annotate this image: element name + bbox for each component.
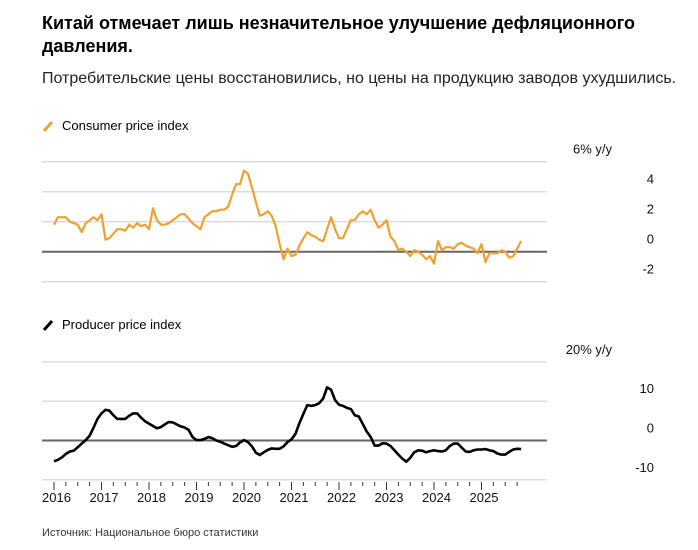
slash-icon [42,120,54,132]
x-tick-label: 2022 [327,490,356,505]
x-tick-label: 2024 [422,490,451,505]
source-note: Источник: Национальное бюро статистики [42,527,259,539]
x-tick-label: 2019 [185,490,214,505]
y-tick-label: 2 [647,202,654,217]
x-tick-label: 2025 [470,490,499,505]
y-tick-label: 0 [647,421,654,436]
y-tick-label: -10 [635,460,654,475]
x-tick-label: 2016 [42,490,71,505]
legend-ppi: Producer price index [42,317,181,332]
legend-cpi: Consumer price index [42,118,188,133]
chart-subtitle: Потребительские цены восстановились, но … [42,70,677,87]
x-tick-label: 2021 [280,490,309,505]
legend-ppi-label: Producer price index [62,317,182,332]
y-tick-label: 4 [647,172,654,187]
slash-icon [42,319,54,331]
y-tick-label: 6% y/y [573,142,613,157]
x-tick-label: 2018 [137,490,166,505]
x-tick-label: 2020 [232,490,261,505]
chart-title: Китай отмечает лишь незначительное улучш… [42,13,635,56]
y-tick-label: -2 [642,262,654,277]
x-tick-label: 2023 [375,490,404,505]
legend-cpi-label: Consumer price index [62,118,189,133]
y-tick-label: 10 [640,381,654,396]
y-tick-label: 0 [647,232,654,247]
y-tick-label: 20% y/y [566,342,613,357]
ppi-series-line [53,386,522,464]
cpi-series-line [53,169,523,265]
x-tick-label: 2017 [90,490,119,505]
